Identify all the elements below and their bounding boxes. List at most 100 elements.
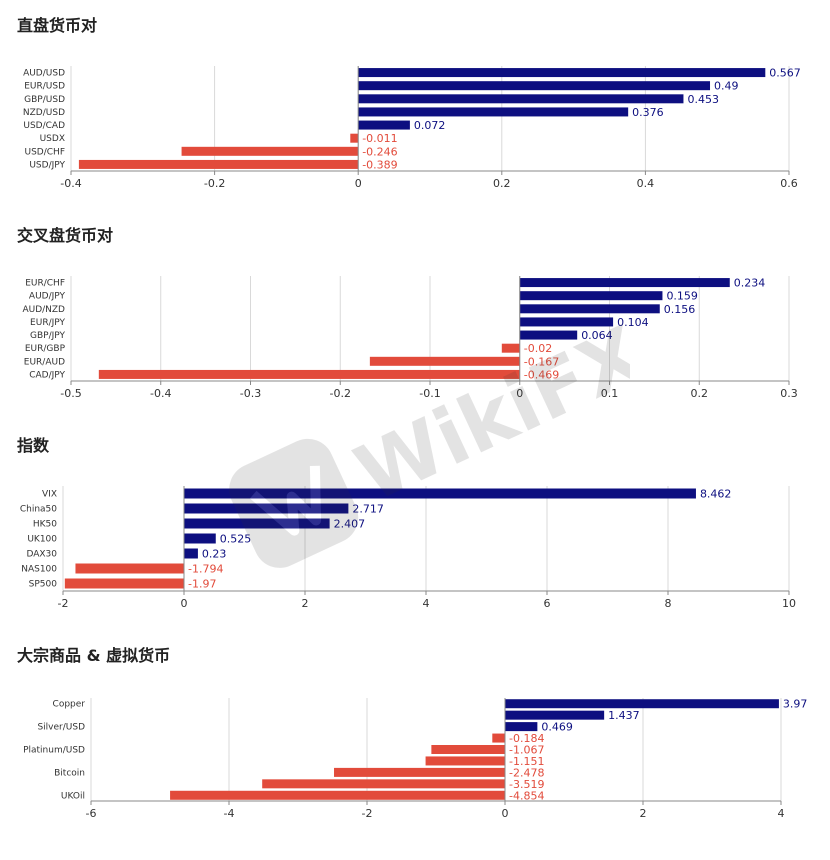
data-label: 0.23 [202, 548, 227, 561]
x-tick-label: -0.4 [60, 177, 81, 190]
data-label: 0.064 [581, 329, 613, 342]
data-label: 2.407 [334, 518, 366, 531]
category-label: USD/CHF [25, 147, 66, 157]
bar [519, 291, 663, 301]
category-label: UK100 [27, 535, 57, 545]
data-label: -3.519 [509, 778, 544, 791]
bar [181, 146, 359, 156]
category-label: USDX [40, 134, 65, 144]
category-label: Silver/USD [37, 723, 85, 733]
category-label: HK50 [33, 520, 57, 530]
bar [358, 81, 711, 91]
bar [358, 107, 629, 117]
data-label: 0.469 [541, 721, 573, 734]
data-label: -1.151 [509, 755, 544, 768]
data-label: 1.437 [608, 709, 640, 722]
x-tick-label: 0 [516, 387, 523, 400]
bar [184, 488, 696, 499]
bar [170, 790, 505, 800]
bar [334, 767, 505, 777]
data-label: 3.97 [783, 698, 808, 711]
category-label: GBP/JPY [30, 331, 65, 341]
bar [358, 68, 766, 78]
chart-section-direct-pairs: 直盘货币对 [0, 12, 830, 212]
category-label: NZD/USD [23, 108, 65, 118]
x-tick-label: -0.3 [240, 387, 261, 400]
bar [358, 94, 684, 104]
x-tick-label: -0.2 [204, 177, 225, 190]
bar [519, 330, 578, 340]
bar [492, 733, 505, 743]
data-label: -0.02 [524, 342, 552, 355]
data-label: 0.49 [714, 80, 739, 93]
chart-section-commodities-crypto: 大宗商品 & 虚拟货币 [0, 642, 830, 842]
x-tick-label: -2 [362, 807, 373, 820]
x-tick-label: -4 [224, 807, 235, 820]
data-label: 0.525 [220, 533, 252, 546]
data-label: -4.854 [509, 789, 544, 802]
data-label: -1.067 [509, 744, 544, 757]
bar [350, 133, 359, 143]
category-label: USD/CAD [23, 121, 65, 131]
x-tick-label: 0.1 [601, 387, 619, 400]
category-label: Bitcoin [54, 768, 85, 778]
category-label: DAX30 [26, 550, 57, 560]
bar [98, 369, 520, 379]
category-label: EUR/AUD [24, 357, 65, 367]
direct-pairs-bar-chart: -0.4 -0.2 0 0.2 0.4 0.6 0.567 AUD/USD 0.49 EUR/US… [23, 66, 801, 190]
x-tick-label: -0.1 [419, 387, 440, 400]
chart-section-indices: 指数 [0, 432, 830, 632]
bar [184, 503, 349, 514]
data-label: -0.167 [524, 355, 559, 368]
category-label: NAS100 [21, 565, 57, 575]
bar [505, 710, 605, 720]
chart-title: 大宗商品 & 虚拟货币 [17, 646, 171, 665]
data-label: -1.97 [188, 578, 216, 591]
bar [75, 563, 184, 574]
data-label: 0.159 [666, 290, 698, 303]
chart-title: 直盘货币对 [17, 16, 98, 35]
category-label: AUD/NZD [22, 305, 65, 315]
bar [358, 120, 410, 130]
data-label: -0.469 [524, 368, 559, 381]
category-label: CAD/JPY [29, 370, 65, 380]
category-label: EUR/CHF [25, 279, 65, 289]
bar [184, 548, 198, 559]
x-tick-label: 0 [502, 807, 509, 820]
data-label: -2.478 [509, 766, 544, 779]
x-tick-label: 0.4 [637, 177, 655, 190]
x-tick-label: 4 [423, 597, 430, 610]
category-label: GBP/USD [24, 95, 65, 105]
data-label: -1.794 [188, 563, 223, 576]
category-label: China50 [20, 505, 57, 515]
data-label: 0.072 [414, 119, 446, 132]
category-label: AUD/JPY [29, 292, 66, 302]
x-tick-label: 2 [640, 807, 647, 820]
x-tick-label: 6 [544, 597, 551, 610]
x-tick-label: 4 [778, 807, 785, 820]
x-tick-label: -0.5 [60, 387, 81, 400]
chart-section-cross-pairs: 交叉盘货币对 [0, 222, 830, 422]
bar [505, 722, 538, 732]
commodities-crypto-bar-chart: -6 -4 -2 0 2 4 3.97 Copper 1.437 0.469 Silver/USD -… [23, 698, 808, 820]
bar [262, 779, 505, 789]
bar [184, 518, 330, 529]
x-tick-label: 10 [782, 597, 796, 610]
bar [505, 699, 779, 709]
bar [425, 756, 505, 766]
category-label: SP500 [29, 580, 58, 590]
category-label: Copper [53, 700, 86, 710]
data-label: 0.234 [734, 277, 766, 290]
bar [184, 533, 216, 544]
x-tick-label: 0.2 [493, 177, 511, 190]
x-tick-label: 0.3 [780, 387, 798, 400]
data-label: 0.567 [769, 67, 801, 80]
x-tick-label: -0.4 [150, 387, 171, 400]
x-tick-label: 8 [665, 597, 672, 610]
x-tick-label: 0 [181, 597, 188, 610]
chart-title: 指数 [17, 436, 50, 455]
x-tick-label: 0.2 [691, 387, 709, 400]
category-label: AUD/USD [23, 69, 65, 79]
category-label: USD/JPY [29, 160, 65, 170]
bar [501, 343, 520, 353]
